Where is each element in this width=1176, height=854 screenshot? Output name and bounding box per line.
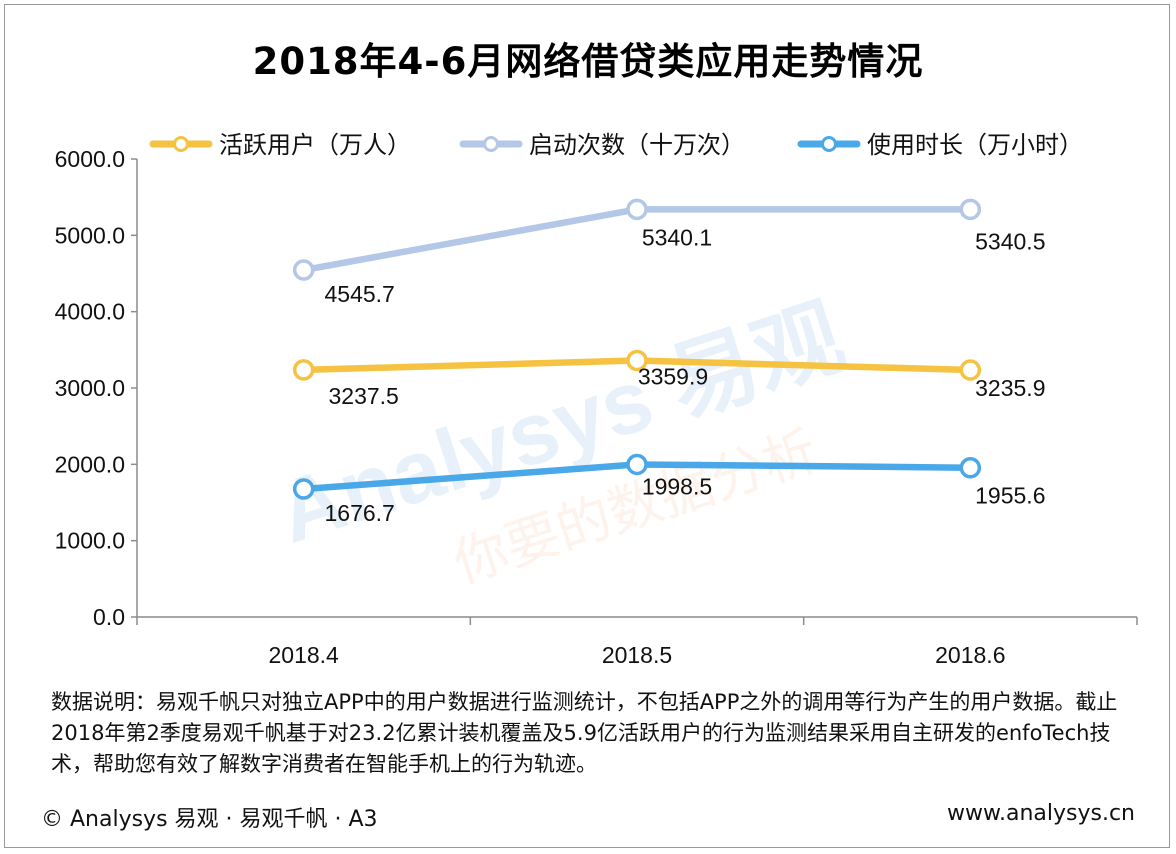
legend-marker — [483, 136, 499, 152]
legend-label: 活跃用户（万人） — [219, 131, 411, 159]
y-tick-label: 6000.0 — [55, 146, 125, 172]
footer-url: www.analysys.cn — [947, 801, 1135, 826]
data-label: 3235.9 — [975, 375, 1045, 401]
y-tick-label: 3000.0 — [55, 375, 125, 401]
y-tick-label: 1000.0 — [55, 528, 125, 554]
data-label: 5340.5 — [975, 228, 1045, 254]
data-label: 1676.7 — [324, 500, 394, 526]
x-tick-label: 2018.6 — [935, 642, 1005, 668]
data-point — [292, 259, 315, 281]
data-label: 5340.1 — [642, 224, 712, 250]
data-point — [626, 198, 648, 221]
data-point — [959, 359, 982, 381]
data-point — [626, 349, 648, 372]
chart-frame: 2018年4-6月网络借贷类应用走势情况 Analysys 易观 你要的数据分析 0… — [4, 4, 1170, 848]
legend-marker — [173, 136, 189, 152]
x-tick-label: 2018.4 — [268, 642, 339, 668]
data-point — [959, 198, 982, 221]
y-tick-label: 4000.0 — [55, 299, 125, 325]
x-tick-label: 2018.5 — [602, 642, 672, 668]
legend-marker — [821, 136, 837, 152]
legend-label: 启动次数（十万次） — [529, 131, 745, 159]
data-point — [626, 453, 648, 476]
data-label: 3359.9 — [638, 364, 708, 390]
data-point — [292, 478, 315, 500]
y-tick-label: 5000.0 — [55, 222, 125, 248]
data-point — [959, 456, 982, 479]
data-note: 数据说明：易观千帆只对独立APP中的用户数据进行监测统计，不包括APP之外的调用… — [51, 690, 1118, 776]
data-label: 4545.7 — [324, 281, 394, 307]
data-point — [292, 359, 315, 381]
legend-label: 使用时长（万小时） — [867, 131, 1083, 159]
data-label: 1955.6 — [975, 483, 1045, 509]
y-tick-label: 0.0 — [93, 604, 125, 630]
footer-copyright: © Analysys 易观 · 易观千帆 · A3 — [41, 807, 378, 832]
y-tick-label: 2000.0 — [55, 451, 125, 477]
data-label: 3237.5 — [328, 383, 398, 409]
chart-title: 2018年4-6月网络借贷类应用走势情况 — [252, 40, 924, 83]
data-label: 1998.5 — [642, 473, 712, 499]
